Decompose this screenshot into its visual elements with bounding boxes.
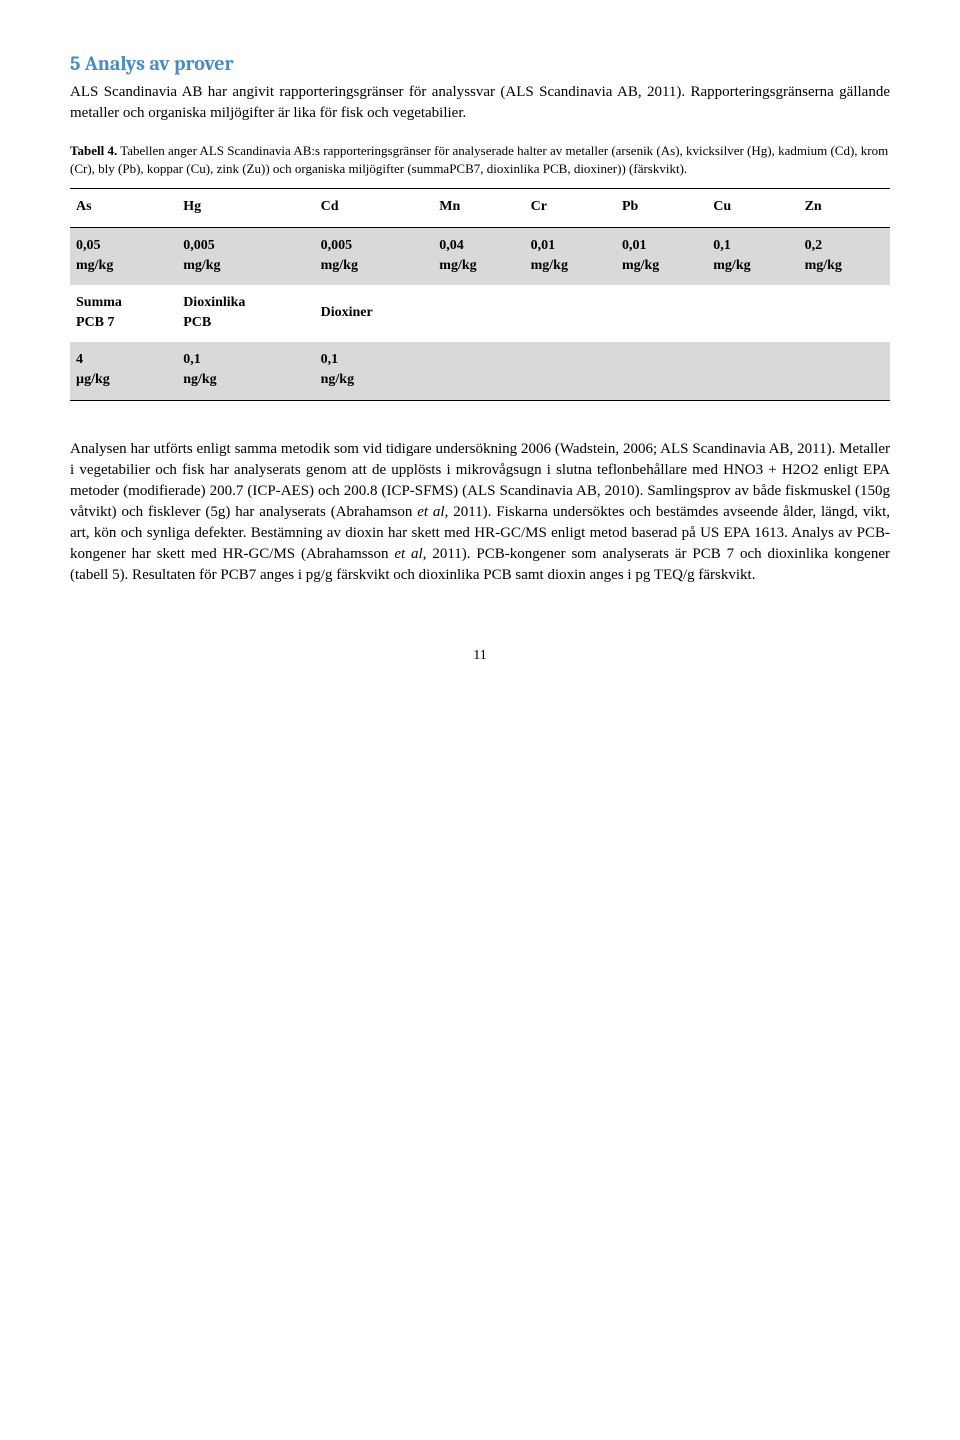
- cell-unit: mg/kg: [531, 258, 568, 273]
- table-row: Summa PCB 7 Dioxinlika PCB Dioxiner: [70, 285, 890, 342]
- cell-value: 4: [76, 352, 83, 367]
- col-header: Mn: [433, 189, 524, 228]
- table-metals: As Hg Cd Mn Cr Pb Cu Zn 0,05 mg/kg 0,005 m…: [70, 188, 890, 400]
- table-row: 4 µg/kg 0,1 ng/kg 0,1 ng/kg: [70, 342, 890, 400]
- cell-value: Dioxinlika: [183, 295, 245, 310]
- col-header: Pb: [616, 189, 707, 228]
- cell-value: 0,04: [439, 238, 464, 253]
- caption-label: Tabell 4.: [70, 143, 117, 158]
- caption-text: Tabellen anger ALS Scandinavia AB:s rapp…: [70, 143, 888, 176]
- col-header: Zn: [799, 189, 890, 228]
- cell-value: 0,1: [321, 352, 339, 367]
- table-row: 0,05 mg/kg 0,005 mg/kg 0,005 mg/kg 0,04 mg/k…: [70, 227, 890, 285]
- cell-value: Dioxiner: [321, 305, 373, 320]
- cell-value: 0,1: [713, 238, 731, 253]
- body-paragraph: Analysen har utförts enligt samma metodi…: [70, 439, 890, 586]
- cell-unit: mg/kg: [183, 258, 220, 273]
- cell-unit: PCB: [183, 315, 211, 330]
- page-number: 11: [70, 646, 890, 666]
- cell-unit: PCB 7: [76, 315, 115, 330]
- cell-value: 0,1: [183, 352, 201, 367]
- section-heading: 5 Analys av prover: [70, 50, 890, 78]
- cell-unit: ng/kg: [321, 372, 354, 387]
- table-caption: Tabell 4. Tabellen anger ALS Scandinavia…: [70, 142, 890, 178]
- cell-value: 0,01: [622, 238, 647, 253]
- cell-value: 0,01: [531, 238, 556, 253]
- col-header: As: [70, 189, 177, 228]
- cell-unit: mg/kg: [805, 258, 842, 273]
- cell-value: 0,005: [321, 238, 353, 253]
- cell-unit: mg/kg: [622, 258, 659, 273]
- cell-unit: mg/kg: [439, 258, 476, 273]
- cell-unit: ng/kg: [183, 372, 216, 387]
- cell-unit: µg/kg: [76, 372, 110, 387]
- intro-paragraph: ALS Scandinavia AB har angivit rapporter…: [70, 82, 890, 124]
- col-header: Cd: [315, 189, 434, 228]
- cell-value: 0,005: [183, 238, 215, 253]
- cell-value: 0,05: [76, 238, 101, 253]
- cell-unit: mg/kg: [76, 258, 113, 273]
- cell-value: 0,2: [805, 238, 823, 253]
- cell-value: Summa: [76, 295, 122, 310]
- col-header: Cr: [525, 189, 616, 228]
- col-header: Hg: [177, 189, 314, 228]
- cell-unit: mg/kg: [321, 258, 358, 273]
- cell-unit: mg/kg: [713, 258, 750, 273]
- col-header: Cu: [707, 189, 798, 228]
